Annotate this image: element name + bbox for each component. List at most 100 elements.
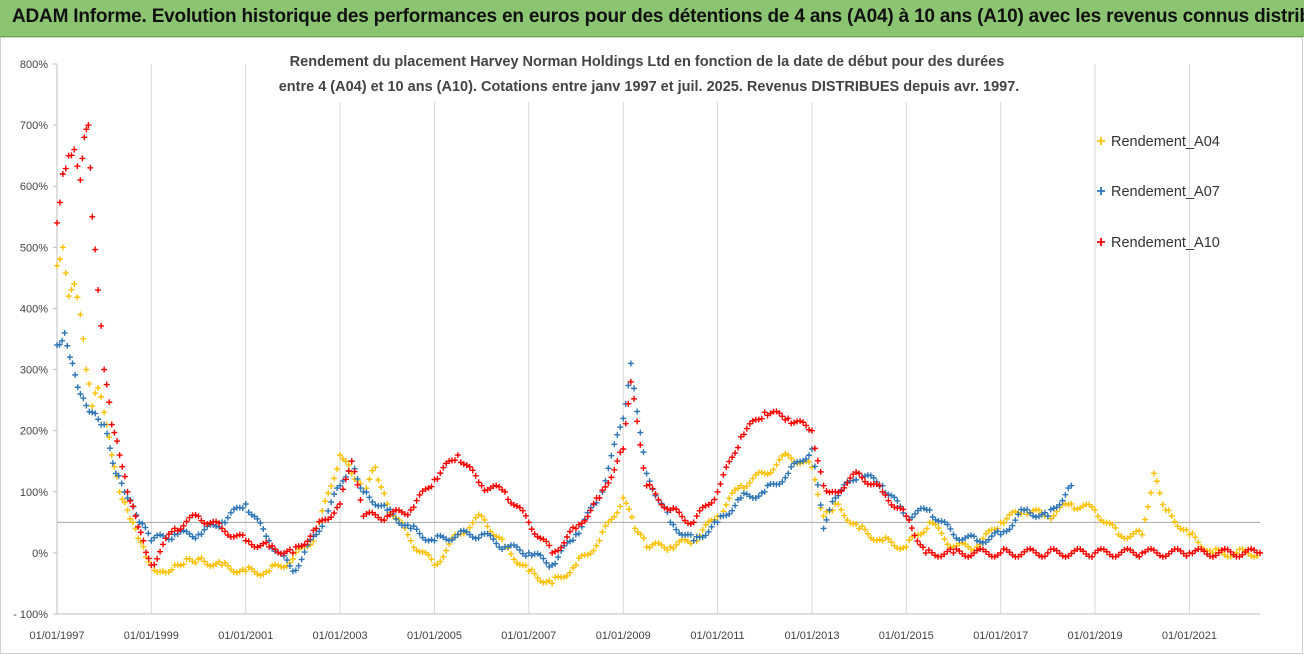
data-point-rendement-a10 <box>92 246 99 253</box>
banner: ADAM Informe. Evolution historique des p… <box>0 0 1304 37</box>
x-tick-label: 01/01/2007 <box>501 630 556 642</box>
data-point-rendement-a10 <box>289 549 296 556</box>
data-point-rendement-a04 <box>1133 528 1140 535</box>
data-point-rendement-a04 <box>269 562 276 569</box>
data-point-rendement-a04 <box>941 536 948 543</box>
data-point-rendement-a04 <box>437 558 444 565</box>
data-point-rendement-a04 <box>1000 520 1007 527</box>
data-point-rendement-a04 <box>658 541 665 548</box>
data-point-rendement-a04 <box>1136 527 1143 534</box>
data-point-rendement-a10 <box>89 213 96 220</box>
data-point-rendement-a07 <box>74 384 81 391</box>
x-tick-label: 01/01/1999 <box>124 630 179 642</box>
data-point-rendement-a07 <box>740 490 747 497</box>
data-point-rendement-a07 <box>192 535 199 542</box>
data-point-rendement-a04 <box>572 562 579 569</box>
data-point-rendement-a10 <box>791 419 798 426</box>
data-point-rendement-a10 <box>428 483 435 490</box>
data-point-rendement-a10 <box>879 488 886 495</box>
data-point-rendement-a04 <box>746 479 753 486</box>
data-point-rendement-a10 <box>962 553 969 560</box>
data-point-rendement-a04 <box>599 528 606 535</box>
data-point-rendement-a10 <box>1062 553 1069 560</box>
data-point-rendement-a07 <box>971 533 978 540</box>
data-point-rendement-a10 <box>478 482 485 489</box>
data-point-rendement-a07 <box>363 489 370 496</box>
data-point-rendement-a04 <box>216 558 223 565</box>
data-point-rendement-a07 <box>552 560 559 567</box>
data-point-rendement-a07 <box>59 337 66 344</box>
data-point-rendement-a07 <box>634 408 641 415</box>
data-point-rendement-a04 <box>982 530 989 537</box>
data-point-rendement-a04 <box>1062 500 1069 507</box>
data-point-rendement-a07 <box>1062 491 1069 498</box>
data-point-rendement-a04 <box>900 544 907 551</box>
data-point-rendement-a10 <box>207 520 214 527</box>
data-point-rendement-a10 <box>928 549 935 556</box>
data-point-rendement-a04 <box>168 566 175 573</box>
data-point-rendement-a10 <box>1124 545 1131 552</box>
data-point-rendement-a10 <box>561 539 568 546</box>
data-point-rendement-a10 <box>1201 548 1208 555</box>
data-point-rendement-a04 <box>68 286 75 293</box>
data-point-rendement-a07 <box>289 568 296 575</box>
data-point-rendement-a10 <box>103 381 110 388</box>
data-point-rendement-a10 <box>956 548 963 555</box>
data-point-rendement-a07 <box>788 463 795 470</box>
data-point-rendement-a07 <box>410 523 417 530</box>
data-point-rendement-a10 <box>655 496 662 503</box>
title-background <box>272 46 1022 102</box>
data-point-rendement-a04 <box>646 544 653 551</box>
data-point-rendement-a07 <box>201 526 208 533</box>
data-point-rendement-a04 <box>127 515 134 522</box>
data-point-rendement-a04 <box>289 556 296 562</box>
data-point-rendement-a07 <box>1059 497 1066 504</box>
data-point-rendement-a07 <box>923 506 930 513</box>
data-point-rendement-a04 <box>425 552 432 559</box>
data-point-rendement-a07 <box>540 555 547 562</box>
data-point-rendement-a04 <box>687 540 694 547</box>
data-point-rendement-a10 <box>119 463 126 470</box>
data-point-rendement-a10 <box>546 542 553 549</box>
data-point-rendement-a04 <box>257 572 264 579</box>
data-point-rendement-a04 <box>782 450 789 457</box>
data-point-rendement-a04 <box>1142 516 1149 523</box>
data-point-rendement-a07 <box>357 485 364 492</box>
data-point-rendement-a10 <box>853 469 860 476</box>
data-point-rendement-a07 <box>643 470 650 477</box>
data-point-rendement-a04 <box>233 569 240 576</box>
data-point-rendement-a10 <box>643 482 650 489</box>
data-point-rendement-a07 <box>950 531 957 538</box>
data-point-rendement-a10 <box>111 429 118 436</box>
data-point-rendement-a10 <box>245 538 252 545</box>
data-point-rendement-a04 <box>640 535 647 542</box>
data-point-rendement-a10 <box>525 519 532 526</box>
y-tick-label: 400% <box>20 303 48 315</box>
data-point-rendement-a07 <box>1024 506 1031 513</box>
data-point-rendement-a04 <box>699 526 706 533</box>
data-point-rendement-a10 <box>693 513 700 520</box>
data-point-rendement-a07 <box>69 360 76 367</box>
data-point-rendement-a07 <box>711 518 718 525</box>
data-point-rendement-a04 <box>847 519 854 526</box>
x-tick-label: 01/01/1997 <box>29 630 84 642</box>
data-point-rendement-a07 <box>416 530 423 537</box>
data-point-rendement-a10 <box>129 503 136 510</box>
data-point-rendement-a07 <box>1032 514 1039 521</box>
data-point-rendement-a04 <box>54 262 60 269</box>
data-point-rendement-a07 <box>803 456 810 463</box>
data-point-rendement-a07 <box>968 532 975 539</box>
data-point-rendement-a07 <box>72 371 79 378</box>
data-point-rendement-a07 <box>157 531 164 538</box>
data-point-rendement-a04 <box>920 529 927 536</box>
data-point-rendement-a10 <box>1165 550 1172 557</box>
data-point-rendement-a10 <box>1130 549 1137 556</box>
data-point-rendement-a10 <box>634 418 641 425</box>
data-point-rendement-a07 <box>451 534 458 541</box>
data-point-rendement-a10 <box>71 146 78 153</box>
data-point-rendement-a10 <box>460 461 467 468</box>
data-point-rendement-a10 <box>670 505 677 512</box>
data-point-rendement-a07 <box>286 562 293 569</box>
data-point-rendement-a10 <box>269 542 276 549</box>
data-point-rendement-a07 <box>732 502 739 509</box>
